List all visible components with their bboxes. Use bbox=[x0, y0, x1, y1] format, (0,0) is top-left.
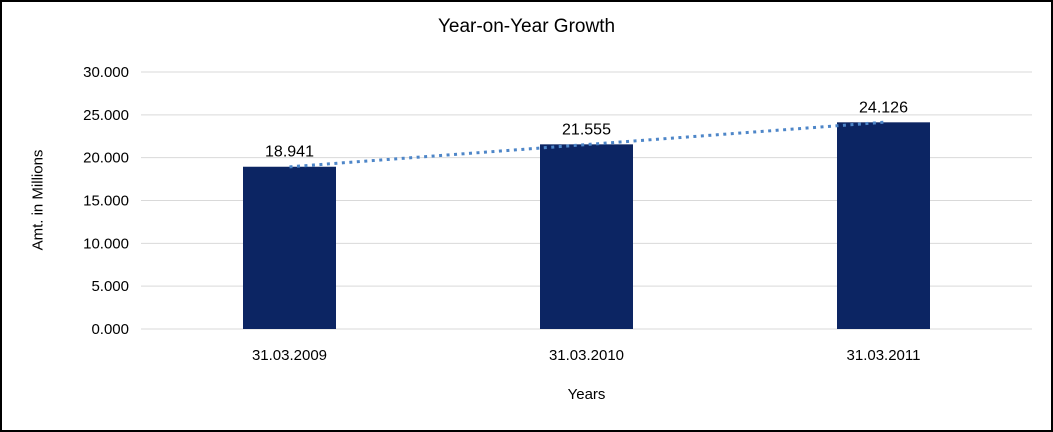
y-tick-label: 25.000 bbox=[83, 107, 129, 124]
y-tick-label: 5.000 bbox=[91, 278, 129, 295]
y-tick-label: 30.000 bbox=[83, 64, 129, 81]
x-axis-title: Years bbox=[567, 386, 606, 403]
x-tick-label: 31.03.2011 bbox=[847, 347, 921, 364]
x-tick-label: 31.03.2009 bbox=[252, 347, 327, 364]
bar-value-label: 21.555 bbox=[562, 121, 611, 138]
chart-title: Year-on-Year Growth bbox=[437, 16, 616, 37]
bar bbox=[837, 122, 930, 329]
y-tick-label: 15.000 bbox=[83, 193, 129, 210]
y-tick-label: 0.000 bbox=[91, 321, 129, 338]
y-tick-label: 20.000 bbox=[83, 150, 129, 167]
bar bbox=[540, 144, 633, 329]
bar-value-label: 18.941 bbox=[265, 144, 314, 161]
bar-value-label: 24.126 bbox=[859, 99, 908, 116]
bar bbox=[243, 166, 336, 329]
trendline bbox=[289, 120, 884, 169]
y-tick-label: 10.000 bbox=[83, 235, 129, 252]
x-tick-label: 31.03.2010 bbox=[549, 347, 624, 364]
